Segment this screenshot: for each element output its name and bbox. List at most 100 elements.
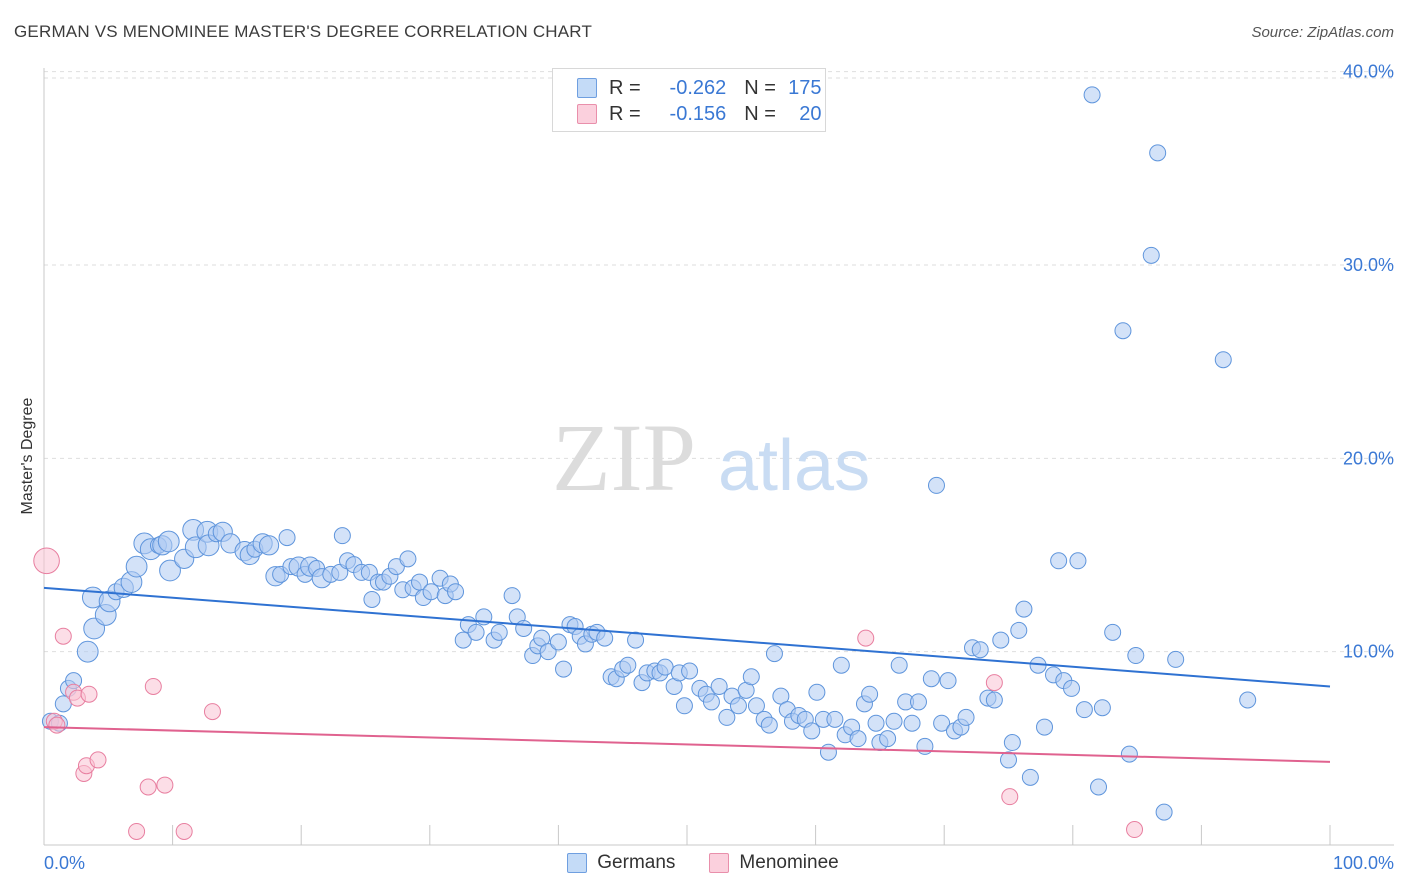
data-point-german: [1015, 600, 1033, 618]
data-point-german: [808, 683, 826, 701]
data-point-german: [1104, 623, 1122, 641]
data-point-german: [1083, 86, 1101, 104]
y-tick-label: 20.0%: [1343, 448, 1394, 468]
legend-swatch-menominee: [709, 853, 730, 873]
data-point-menominee: [203, 703, 221, 721]
legend-item-germans: Germans: [567, 852, 675, 874]
data-point-german: [760, 716, 778, 734]
data-point-german: [278, 529, 296, 547]
data-point-german: [399, 550, 417, 568]
data-point-menominee: [33, 547, 60, 575]
data-point-german: [922, 670, 940, 688]
data-point-german: [1003, 734, 1021, 752]
axes: [43, 68, 1394, 846]
data-point-german: [1075, 701, 1093, 719]
data-point-german: [971, 641, 989, 659]
data-point-german: [333, 527, 351, 545]
legend-row-menominee: R = -0.156 N = 20: [577, 101, 822, 127]
data-point-german: [747, 697, 765, 715]
data-point-german: [1050, 552, 1068, 570]
data-point-german: [1149, 144, 1167, 162]
x-tick-label-min: 0.0%: [44, 853, 85, 873]
y-tick-labels: 10.0% 20.0% 30.0% 40.0%: [1343, 62, 1394, 662]
legend-swatch-germans: [567, 853, 588, 873]
series-menominee: [33, 547, 1144, 840]
y-tick-label: 40.0%: [1343, 62, 1394, 82]
data-point-german: [1114, 322, 1132, 340]
trend-line-menominee: [43, 726, 1331, 763]
data-point-german: [555, 660, 573, 678]
legend-n-value: 175: [788, 76, 822, 99]
data-point-german: [985, 691, 1003, 709]
data-point-german: [258, 535, 280, 556]
legend-label-menominee: Menominee: [739, 852, 839, 873]
data-point-german: [933, 714, 951, 732]
data-point-menominee: [1001, 788, 1019, 806]
data-point-german: [1063, 679, 1081, 697]
watermark-atlas: atlas: [718, 426, 870, 506]
data-point-menominee: [139, 778, 157, 796]
data-point-german: [490, 623, 508, 641]
data-point-german: [742, 668, 760, 686]
legend-swatch-menominee: [577, 104, 597, 124]
data-point-german: [867, 714, 885, 732]
data-point-german: [656, 658, 674, 676]
legend-n-label: N =: [744, 102, 776, 125]
data-point-german: [1155, 803, 1173, 821]
legend-r-label: R =: [609, 102, 641, 125]
data-point-german: [890, 656, 908, 674]
legend-r-label: R =: [609, 76, 641, 99]
data-point-german: [627, 631, 645, 649]
legend-n-value: 20: [799, 102, 822, 125]
source-label: Source: ZipAtlas.com: [1251, 24, 1394, 41]
data-point-german: [422, 583, 440, 601]
watermark-zip: ZIP: [552, 404, 696, 511]
chart-title: GERMAN VS MENOMINEE MASTER'S DEGREE CORR…: [14, 22, 593, 41]
trend-lines: [43, 586, 1331, 763]
legend-swatch-germans: [577, 78, 597, 98]
legend-r-value: -0.156: [669, 102, 727, 125]
data-point-german: [702, 693, 720, 711]
data-point-german: [879, 730, 897, 748]
data-point-german: [909, 693, 927, 711]
data-point-german: [447, 583, 465, 601]
x-tick-label-max: 100.0%: [1333, 853, 1394, 873]
data-point-german: [861, 685, 879, 703]
data-point-menominee: [175, 822, 193, 840]
data-point-german: [1036, 718, 1054, 736]
x-tick-labels: 0.0% 100.0%: [44, 853, 1394, 873]
legend-row-germans: R = -0.262 N = 175: [577, 75, 822, 101]
correlation-legend: R = -0.262 N = 175 R = -0.156 N = 20: [552, 68, 826, 132]
data-point-menominee: [156, 776, 174, 794]
trend-line-germans: [43, 586, 1331, 688]
data-point-german: [1069, 552, 1087, 570]
data-point-german: [363, 590, 381, 608]
data-point-german: [1167, 650, 1185, 668]
data-point-german: [159, 559, 181, 582]
y-tick-label: 30.0%: [1343, 255, 1394, 275]
data-point-german: [681, 662, 699, 680]
data-point-german: [1239, 691, 1257, 709]
data-point-german: [1214, 351, 1232, 369]
data-point-german: [1090, 778, 1108, 796]
data-point-german: [454, 631, 472, 649]
data-point-german: [939, 672, 957, 690]
data-point-menominee: [89, 751, 107, 769]
data-point-german: [1142, 246, 1160, 264]
data-point-german: [729, 697, 747, 715]
y-tick-label: 10.0%: [1343, 642, 1394, 662]
data-point-german: [826, 710, 844, 728]
data-point-german: [819, 743, 837, 761]
data-point-menominee: [985, 674, 1003, 692]
data-point-german: [849, 730, 867, 748]
data-point-german: [803, 722, 821, 740]
data-point-german: [832, 656, 850, 674]
gridlines: [44, 71, 1394, 653]
data-point-german: [1010, 621, 1028, 639]
data-point-menominee: [48, 716, 66, 734]
data-point-german: [467, 623, 485, 641]
legend-r-value: -0.262: [669, 76, 727, 99]
data-point-german: [157, 530, 180, 553]
data-point-german: [765, 645, 783, 663]
